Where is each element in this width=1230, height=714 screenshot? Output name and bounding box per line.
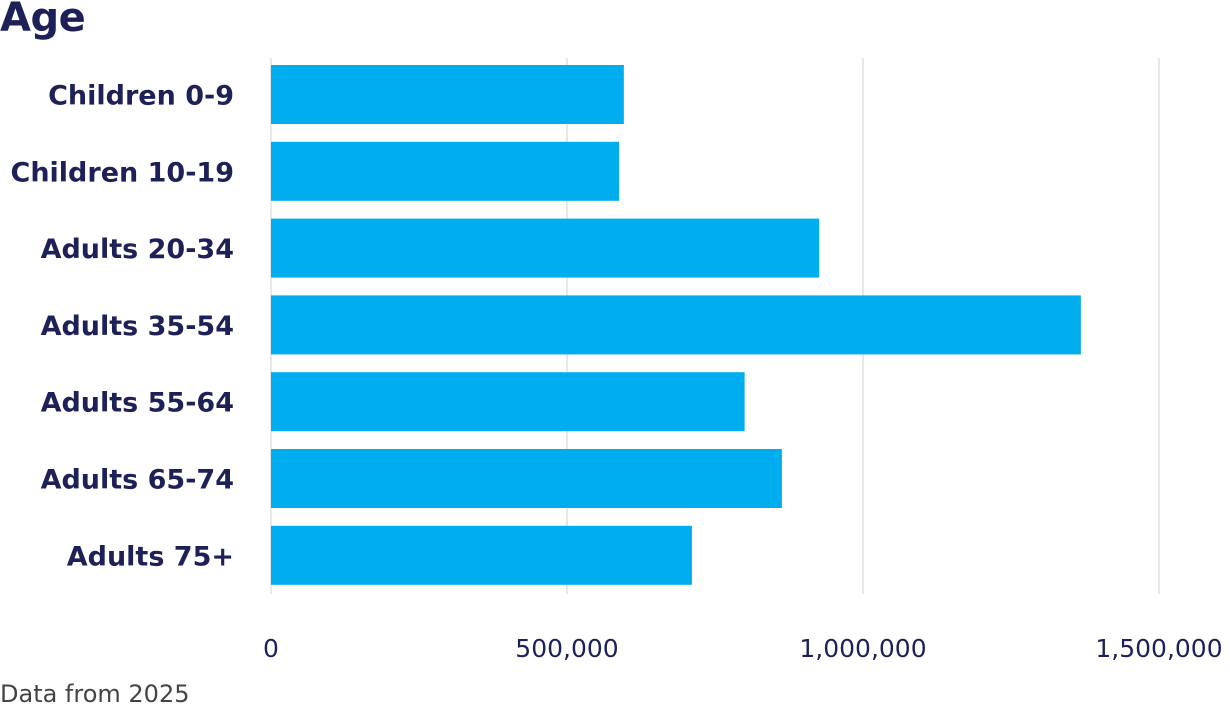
category-label: Adults 35-54 [41, 311, 234, 342]
bar [271, 218, 820, 278]
category-label: Adults 55-64 [41, 388, 234, 419]
chart-title: Age [0, 0, 86, 41]
category-label: Adults 75+ [67, 541, 234, 572]
x-tick-labels: 0 500,000 1,000,000 1,500,000 [263, 634, 1223, 663]
x-tick-label: 500,000 [515, 634, 618, 663]
category-label: Adults 20-34 [41, 234, 234, 265]
category-label: Children 10-19 [11, 157, 234, 188]
bar [271, 141, 620, 201]
source-note: Data from 2025 [0, 680, 190, 708]
category-label: Adults 65-74 [41, 465, 234, 496]
bar [271, 525, 692, 585]
x-tick-label: 1,500,000 [1095, 634, 1222, 663]
bar [271, 295, 1081, 355]
bars [271, 65, 1081, 585]
category-labels: Children 0-9 Children 10-19 Adults 20-34 Ad… [11, 81, 234, 573]
x-tick-label: 0 [263, 634, 279, 663]
x-tick-label: 1,000,000 [799, 634, 926, 663]
bar [271, 65, 624, 124]
bar [271, 449, 782, 508]
category-label: Children 0-9 [48, 81, 234, 112]
bar [271, 372, 745, 432]
